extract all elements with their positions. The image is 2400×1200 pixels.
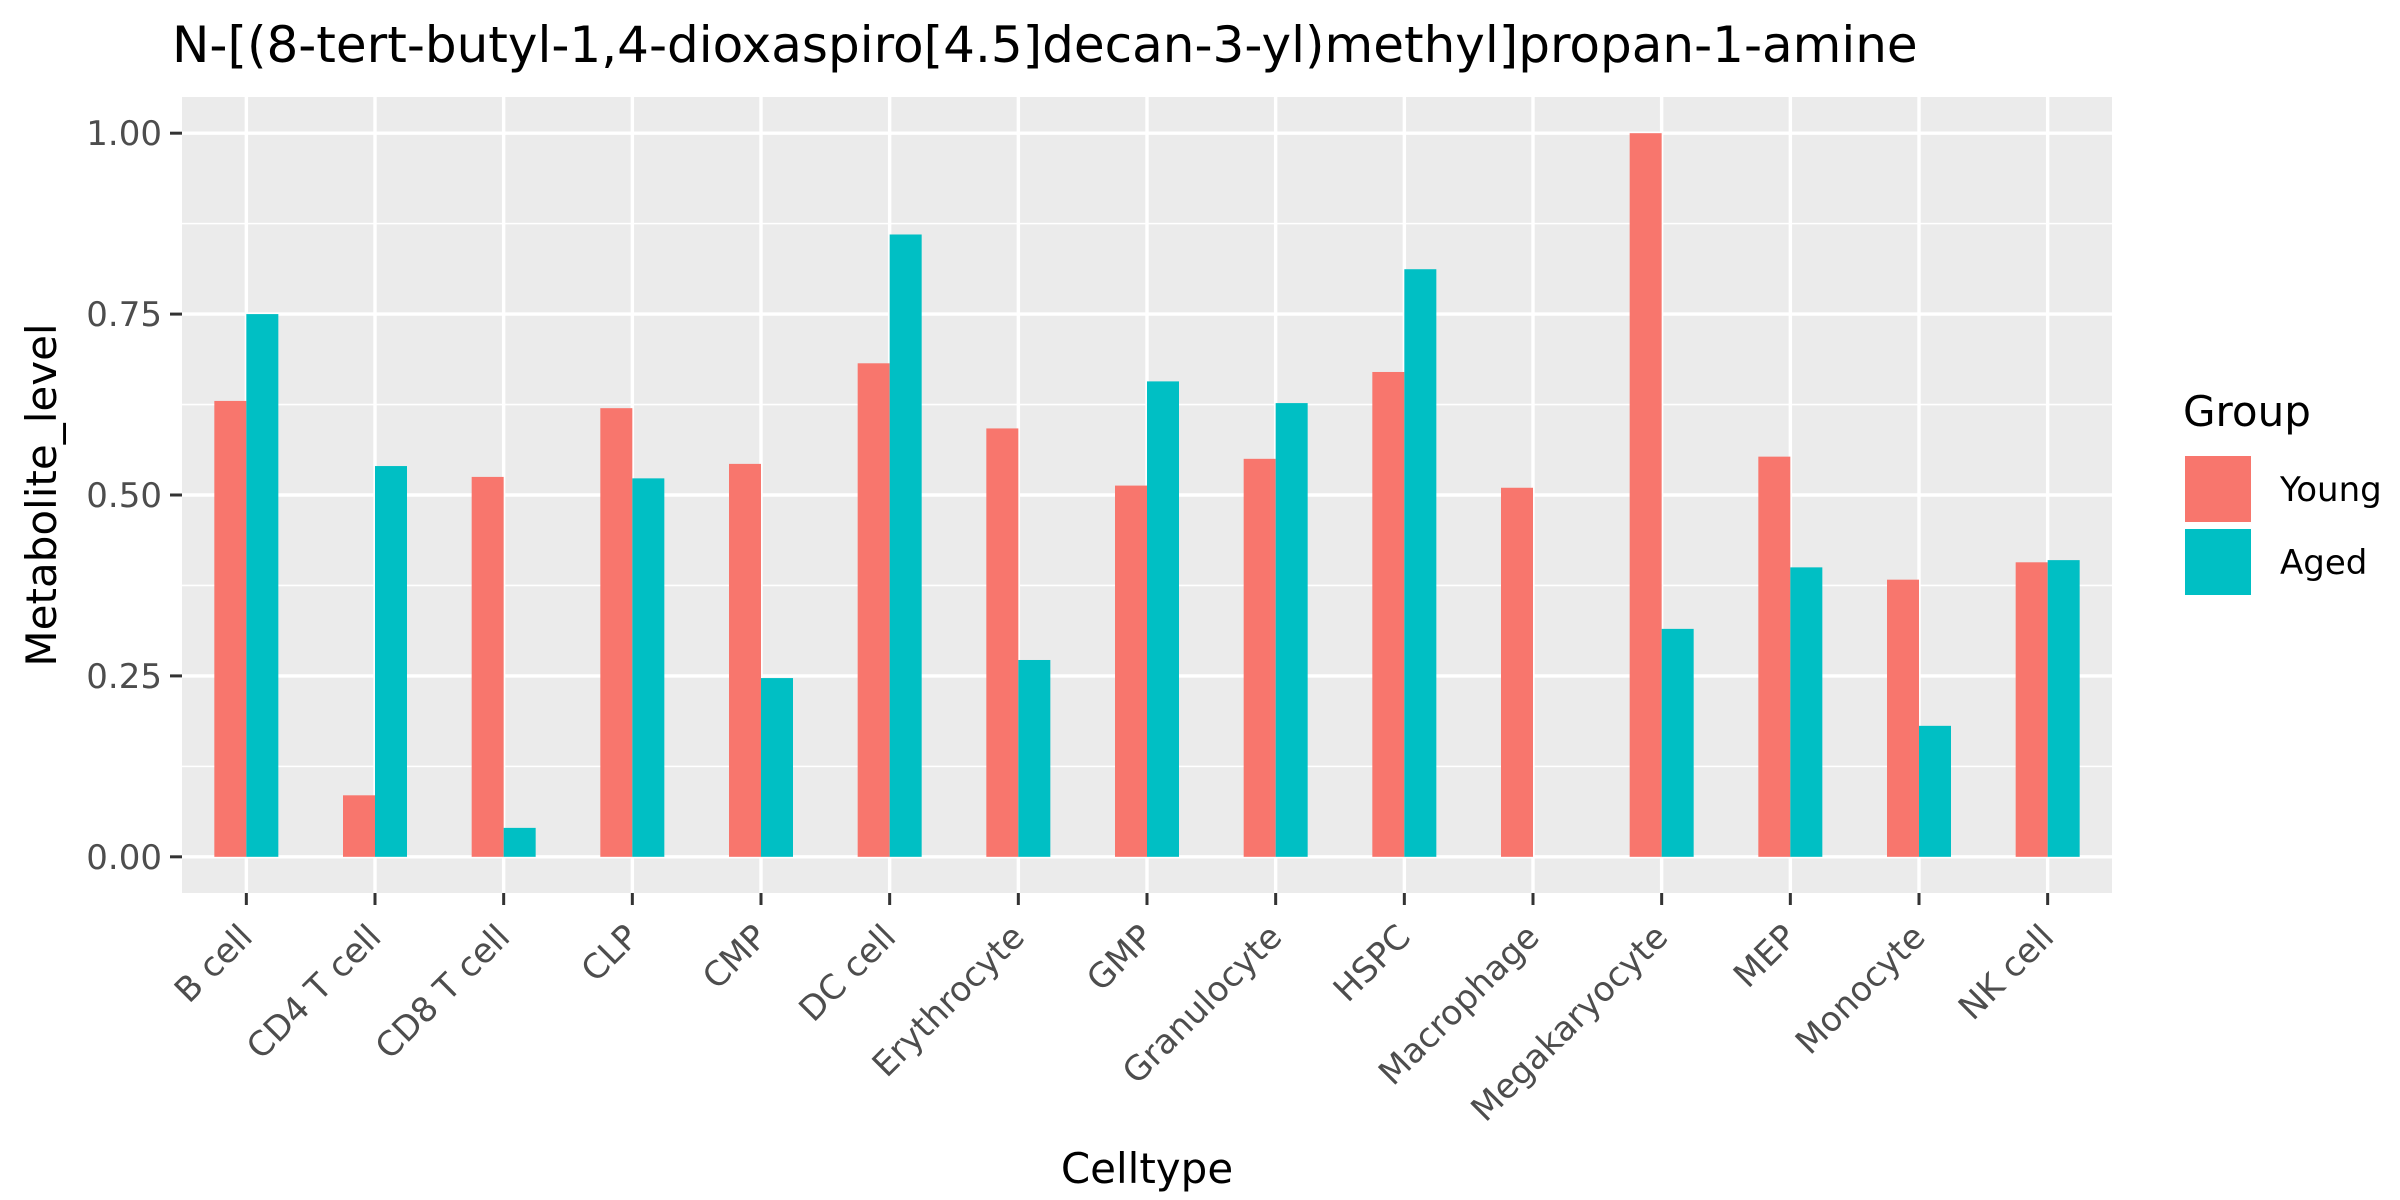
- x-tick-label: MEP: [1726, 917, 1805, 996]
- bar-aged-erythrocyte: [1018, 659, 1051, 857]
- x-tick-label: DC cell: [791, 917, 904, 1030]
- plot-area: [182, 97, 2112, 893]
- bar-young-gmp: [1115, 485, 1147, 857]
- chart-title: N-[(8-tert-butyl-1,4-dioxaspiro[4.5]deca…: [172, 16, 1918, 74]
- bar-young-cd4-t-cell: [343, 795, 375, 857]
- bar-young-cmp: [729, 463, 761, 857]
- bar-aged-mep: [1790, 567, 1823, 857]
- y-axis-title: Metabolite_level: [17, 323, 66, 666]
- bar-aged-cd4-t-cell: [375, 466, 407, 857]
- bar-aged-megakaryocyte: [1661, 628, 1694, 857]
- bar-aged-hspc: [1404, 269, 1437, 857]
- bar-young-megakaryocyte: [1629, 133, 1662, 857]
- y-tick-label: 0.00: [86, 838, 162, 878]
- bar-aged-nk-cell: [2047, 560, 2080, 857]
- bar-young-erythrocyte: [986, 428, 1019, 857]
- x-tick-label: CD8 T cell: [368, 917, 518, 1067]
- bar-young-dc-cell: [857, 363, 890, 857]
- legend: Group Young Aged: [2183, 387, 2382, 595]
- bar-young-mep: [1758, 456, 1791, 857]
- y-tick-label: 0.25: [86, 657, 162, 697]
- x-axis-title: Celltype: [1061, 1144, 1233, 1193]
- legend-label-young: Young: [2279, 470, 2382, 510]
- y-tick-label: 0.50: [86, 476, 162, 516]
- legend-key-aged: [2185, 529, 2251, 595]
- bar-young-b-cell: [214, 400, 247, 857]
- bar-young-granulocyte: [1243, 458, 1276, 857]
- x-tick-label: B cell: [167, 917, 261, 1011]
- bar-aged-granulocyte: [1275, 403, 1308, 857]
- bar-aged-gmp: [1147, 381, 1179, 857]
- x-tick-label: NK cell: [1951, 917, 2062, 1028]
- bar-young-macrophage: [1501, 487, 1533, 857]
- x-tick-label: Monocyte: [1788, 917, 1933, 1062]
- bar-young-cd8-t-cell: [471, 476, 504, 857]
- legend-label-aged: Aged: [2280, 543, 2367, 583]
- x-tick-label: CMP: [695, 917, 775, 997]
- legend-key-young: [2185, 456, 2251, 522]
- y-tick-label: 0.75: [86, 295, 162, 335]
- bar-young-clp: [600, 408, 633, 857]
- bar-young-hspc: [1372, 371, 1405, 857]
- x-tick-label: CD4 T cell: [239, 917, 389, 1067]
- x-tick-label: GMP: [1079, 917, 1161, 999]
- bar-aged-cmp: [761, 678, 793, 857]
- bar-aged-b-cell: [246, 314, 279, 857]
- bar-young-monocyte: [1887, 579, 1919, 857]
- bar-young-nk-cell: [2015, 562, 2048, 857]
- bar-aged-monocyte: [1919, 725, 1951, 857]
- legend-title: Group: [2183, 387, 2311, 436]
- x-tick-label: CLP: [574, 917, 647, 990]
- y-tick-label: 1.00: [86, 114, 162, 154]
- bar-aged-cd8-t-cell: [503, 827, 536, 857]
- bar-aged-clp: [632, 478, 665, 857]
- x-tick-label: HSPC: [1326, 917, 1419, 1010]
- bar-aged-dc-cell: [889, 234, 922, 857]
